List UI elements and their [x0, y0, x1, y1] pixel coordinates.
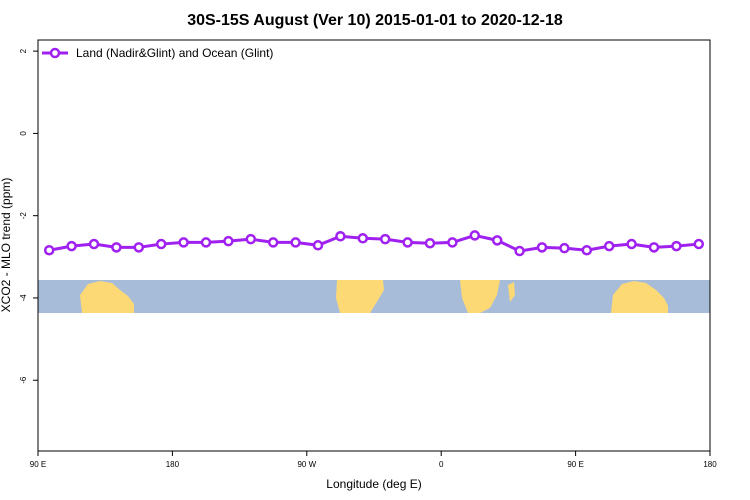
y-tick-label: -2 — [19, 212, 28, 220]
y-tick-label: 2 — [19, 48, 28, 53]
x-axis-label: Longitude (deg E) — [326, 477, 421, 491]
point — [43, 244, 55, 256]
point — [267, 237, 279, 248]
point — [290, 237, 301, 248]
plot-frame — [37, 39, 711, 452]
y-tick-label: 0 — [19, 131, 28, 136]
chart-title: 30S-15S August (Ver 10) 2015-01-01 to 20… — [187, 12, 563, 29]
point — [469, 230, 481, 241]
map-strip — [38, 280, 710, 313]
point — [312, 240, 324, 251]
point — [178, 237, 189, 248]
x-tick-label: 90 E — [30, 460, 46, 469]
x-tick-label: 0 — [439, 460, 444, 469]
series-line — [48, 233, 699, 253]
point — [693, 238, 705, 250]
legend-label: Land (Nadir&Glint) and Ocean (Glint) — [76, 46, 273, 60]
point — [155, 238, 167, 250]
point — [648, 242, 660, 253]
point — [581, 244, 593, 256]
x-tick-label: 90 E — [567, 460, 583, 469]
point — [514, 245, 525, 257]
point — [357, 233, 369, 244]
point — [671, 240, 682, 252]
point — [111, 242, 122, 253]
point — [200, 237, 212, 248]
point — [335, 230, 346, 242]
x-tick-label: 90 W — [297, 460, 316, 469]
point — [603, 240, 615, 252]
point — [447, 237, 458, 248]
x-tick-label: 180 — [166, 460, 180, 469]
point — [245, 233, 257, 245]
point — [223, 235, 234, 247]
point — [379, 233, 391, 245]
point — [402, 237, 413, 248]
point — [133, 242, 145, 253]
point — [536, 242, 548, 253]
point — [559, 242, 570, 254]
point — [88, 238, 100, 250]
x-tick-label: 180 — [703, 460, 717, 469]
y-tick-label: -6 — [19, 376, 28, 384]
y-axis-label: XCO2 - MLO trend (ppm) — [0, 178, 13, 313]
legend-marker — [49, 47, 61, 59]
point — [66, 240, 77, 252]
y-tick-label: -4 — [19, 294, 28, 302]
point — [491, 235, 503, 246]
point — [424, 237, 436, 249]
point — [626, 238, 637, 250]
